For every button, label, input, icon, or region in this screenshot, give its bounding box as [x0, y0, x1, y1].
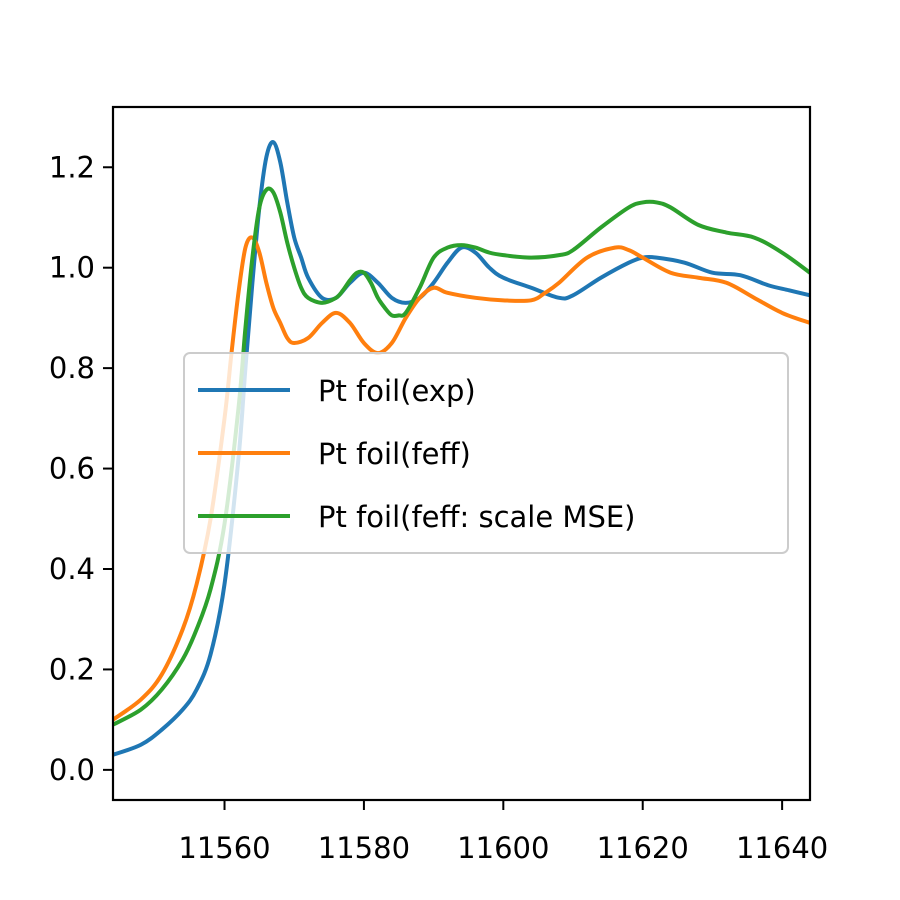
legend-box: [183, 352, 789, 554]
x-tick-label: 11640: [736, 831, 828, 865]
x-tick-label: 11600: [457, 831, 549, 865]
y-tick-label: 0.6: [49, 452, 95, 486]
y-tick-label: 0.2: [49, 652, 95, 686]
x-axis: 11560 11580 11600 11620 11640: [178, 800, 828, 865]
x-tick-label: 11620: [597, 831, 689, 865]
legend: Pt foil(exp) Pt foil(feff) Pt foil(feff:…: [183, 352, 789, 554]
legend-label-feff-scale-mse: Pt foil(feff: scale MSE): [318, 500, 636, 534]
y-axis: 0.0 0.2 0.4 0.6 0.8 1.0 1.2: [49, 150, 113, 787]
y-tick-label: 1.0: [49, 251, 95, 285]
legend-label-feff: Pt foil(feff): [318, 437, 471, 471]
x-tick-label: 11580: [318, 831, 410, 865]
y-tick-label: 1.2: [49, 150, 95, 184]
x-tick-label: 11560: [178, 831, 270, 865]
plot-frame: [111, 105, 812, 802]
legend-label-exp: Pt foil(exp): [318, 374, 476, 408]
y-tick-label: 0.0: [49, 753, 95, 787]
y-tick-label: 0.4: [49, 552, 95, 586]
series-line-3: [113, 186, 810, 727]
y-tick-label: 0.8: [49, 351, 95, 385]
